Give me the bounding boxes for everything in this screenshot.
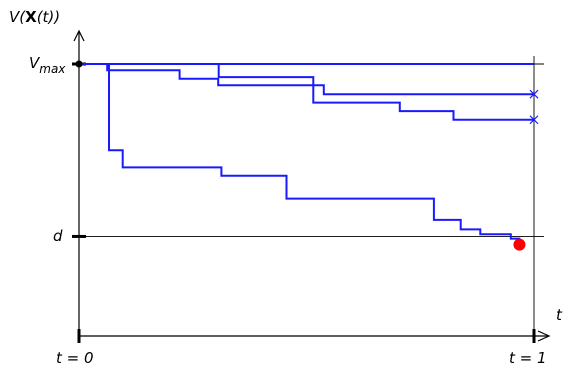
- y-axis-label-bold: X: [25, 8, 37, 26]
- series-path-4: [79, 63, 521, 245]
- series-path-2: [79, 63, 534, 96]
- y-axis-arrow: [73, 29, 85, 42]
- terminal-point: [513, 238, 526, 251]
- y-axis-label-suffix: (t)): [37, 8, 60, 26]
- end-cross-marker-1: [529, 89, 539, 99]
- start-point: [75, 60, 83, 68]
- series-layer: [79, 63, 534, 245]
- reference-lines: [79, 56, 544, 336]
- x-axis-label: t: [556, 306, 563, 324]
- tick-marks: [72, 62, 536, 343]
- x-tick-label-t1: t = 1: [509, 349, 547, 367]
- x-tick-label-t0: t = 0: [56, 349, 94, 367]
- y-tick-label-base: d: [53, 227, 63, 245]
- y-tick-label-sub: max: [39, 62, 66, 76]
- y-axis-label-prefix: V(: [9, 8, 26, 26]
- y-axis-label: V(X(t)): [9, 8, 60, 26]
- series-path-3: [79, 63, 534, 121]
- x-axis-arrow: [537, 330, 551, 342]
- y-tick-label-vmax: Vmax: [29, 54, 66, 76]
- marker-layer: [75, 60, 539, 251]
- end-cross-marker-2: [529, 115, 539, 125]
- y-tick-label-base: V: [29, 54, 41, 72]
- y-tick-label-d: d: [53, 227, 63, 245]
